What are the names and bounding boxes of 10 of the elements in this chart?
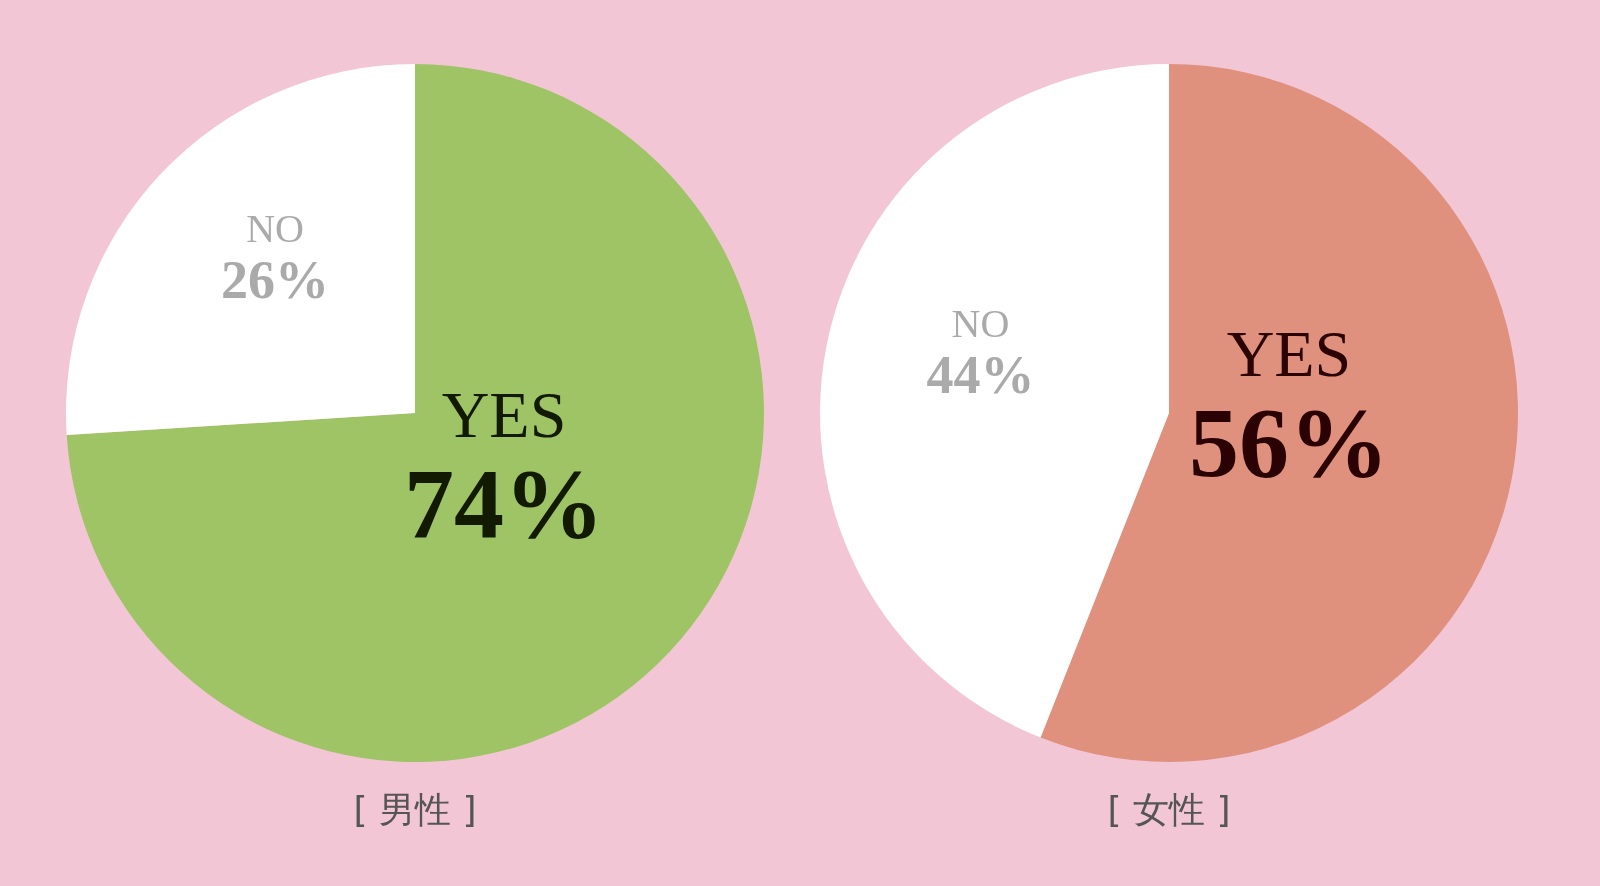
data-label: 26% [221,249,330,310]
data-label: 44% [926,345,1035,406]
slice-label: NO [246,205,304,251]
text: [ 男性 ] [353,789,477,830]
text: [ 女性 ] [1107,789,1231,830]
pie-slice [1040,64,1518,762]
slice-label: NO [951,301,1010,347]
pie-slice [66,64,764,762]
pie-slice [820,64,1169,738]
pie-slice [66,64,415,435]
